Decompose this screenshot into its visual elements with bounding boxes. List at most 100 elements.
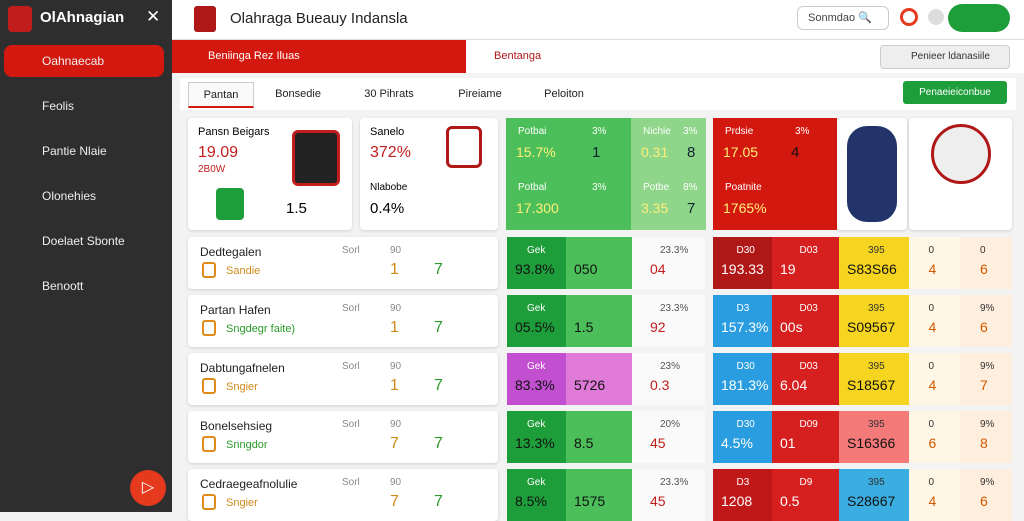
right-value: 181.3%: [721, 377, 769, 393]
tab-action[interactable]: Penieer ldanasiile: [880, 45, 1010, 69]
stat-pct: 3%: [795, 126, 810, 137]
stat-label: Prdsie: [725, 126, 754, 137]
right-cell: 395 S28667: [839, 469, 909, 521]
mid-cell: 5726: [566, 353, 632, 405]
settings[interactable]: [928, 9, 944, 25]
profile[interactable]: [948, 4, 1010, 32]
stat-num: 4: [791, 144, 800, 161]
search-text: Sonmdao: [808, 12, 856, 24]
nav-item[interactable]: Feolis: [42, 99, 75, 113]
right-cell: D30 181.3%: [713, 353, 772, 405]
close[interactable]: ✕: [146, 7, 161, 26]
right-value: 157.3%: [721, 319, 769, 335]
right-cell: D03 6.04: [772, 353, 839, 405]
mid-cell: Gek 93.8%: [507, 237, 566, 289]
right-label: D9: [799, 477, 813, 488]
stat-label: Nichie: [643, 126, 671, 137]
card-value: 19.09: [198, 144, 239, 161]
mid-value: 04: [650, 261, 666, 277]
right-label: D03: [799, 361, 818, 372]
right-value: S09567: [847, 319, 896, 335]
right-cell: D30 193.33: [713, 237, 772, 289]
stat-value: 3.35: [641, 200, 669, 216]
row-card: Partan Hafen Sngdegr faite) Sorl 90 1 7: [188, 295, 498, 347]
mid-label: Gek: [527, 303, 546, 314]
header-logo: [194, 6, 216, 32]
right-value: 8: [980, 435, 988, 451]
stat-pct: 3%: [592, 126, 607, 137]
row-name: Bonelsehsieg: [200, 419, 273, 433]
mid-cell: Gek 13.3%: [507, 411, 566, 463]
row-b: 7: [434, 435, 443, 452]
right-value: 4: [928, 377, 937, 393]
subtab[interactable]: Pireiame: [458, 88, 502, 100]
subtab[interactable]: Peloiton: [544, 88, 584, 100]
right-value: 1208: [721, 493, 753, 509]
right-label: D09: [799, 419, 818, 430]
stat-label: Potbal: [518, 182, 547, 193]
row-a: 7: [390, 435, 399, 452]
right-value: 7: [980, 377, 988, 393]
mid-value: 8.5: [574, 435, 594, 451]
notif[interactable]: [900, 8, 918, 26]
header: Olahraga Bueauy Indansla Sonmdao 🔍: [172, 0, 1024, 40]
sidebar: OlAhnagian ✕ ▷ Oahnaecab Feolis Pantie Nla…: [0, 0, 172, 512]
badge: [216, 188, 244, 220]
tab-active[interactable]: Beniinga Rez Iluas: [172, 40, 466, 73]
right-value: S18567: [847, 377, 896, 393]
row-card: Cedraegeafnolulie Sngier Sorl 90 7 7: [188, 469, 498, 521]
card-title: Sanelo: [370, 126, 405, 138]
row-name: Cedraegeafnolulie: [200, 477, 298, 491]
stat-pct: 8%: [683, 182, 698, 193]
mid-value: 5726: [574, 377, 606, 393]
card-title: Pansn Beigars: [198, 126, 270, 138]
right-value: 6: [980, 319, 988, 335]
subtab[interactable]: Bonsedie: [275, 88, 321, 100]
fab[interactable]: ▷: [130, 470, 166, 506]
right-label: 9%: [980, 361, 995, 372]
mid-cell: 23.3% 04: [632, 237, 705, 289]
nav-item[interactable]: Benoott: [42, 279, 84, 293]
nav-item[interactable]: Oahnaecab: [4, 45, 164, 77]
right-label: 9%: [980, 477, 995, 488]
right-label: 0: [928, 419, 935, 430]
nav-item[interactable]: Doelaet Sbonte: [42, 234, 125, 248]
mid-label: 23.3%: [660, 303, 689, 314]
stat-value: 1765%: [723, 200, 767, 216]
nav-item[interactable]: Olonehies: [42, 189, 97, 203]
row-col: 90: [390, 477, 402, 488]
logo-card: [837, 118, 907, 230]
row-col: Sorl: [342, 245, 360, 256]
mid-cell: 23.3% 45: [632, 469, 705, 521]
right-value: 6: [928, 435, 937, 451]
subtab[interactable]: Pantan: [188, 82, 254, 108]
nav-item[interactable]: Pantie Nlaie: [42, 144, 107, 158]
right-cell: D30 4.5%: [713, 411, 772, 463]
stat-pct: 3%: [592, 182, 607, 193]
stat-value: 17.05: [723, 144, 759, 160]
row-card: Dabtungafnelen Sngier Sorl 90 1 7: [188, 353, 498, 405]
search[interactable]: Sonmdao 🔍: [797, 6, 889, 30]
row-sub: Sngdegr faite): [226, 323, 296, 335]
stat-cell: Potbe 8% 3.35 7: [631, 174, 706, 230]
right-value: S83S66: [847, 261, 897, 277]
mid-value: 050: [574, 261, 598, 277]
subaction[interactable]: Penaeieiconbue: [903, 81, 1007, 104]
right-value: 6: [980, 493, 988, 509]
right-cell: D3 1208: [713, 469, 772, 521]
mid-label: Gek: [527, 361, 546, 372]
right-label: D30: [736, 361, 755, 372]
card-value: 0.4%: [370, 200, 405, 217]
stat-label: Poatnite: [725, 182, 762, 193]
right-value: 6: [980, 261, 988, 277]
subtab[interactable]: 30 Pihrats: [364, 88, 414, 100]
row-col: 90: [390, 303, 402, 314]
right-label: D30: [736, 419, 755, 430]
mid-value: 0.3: [650, 377, 670, 393]
right-value: 4: [928, 493, 937, 509]
row-col: Sorl: [342, 419, 360, 430]
right-label: 9%: [980, 303, 995, 314]
stat-cell: Potbai 3% 15.7% 1: [506, 118, 631, 174]
